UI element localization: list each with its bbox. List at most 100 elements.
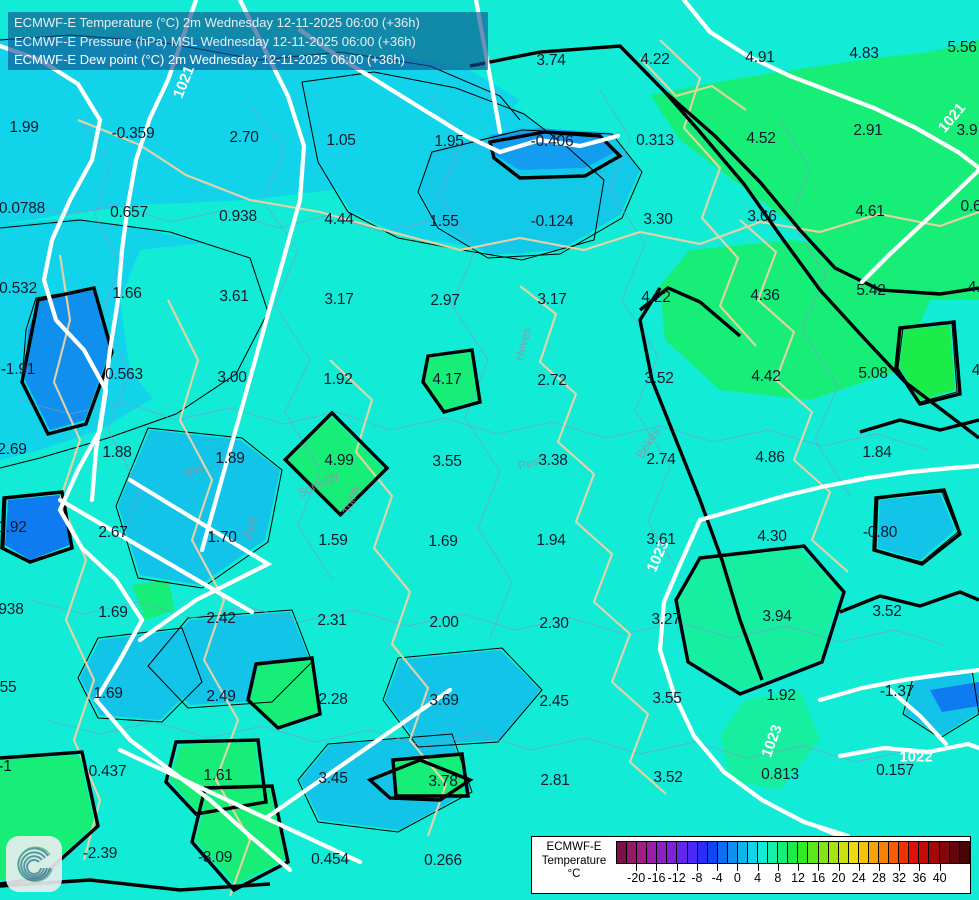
temperature-value-label: 4.83 (849, 45, 879, 62)
temperature-value-label: 3.17 (324, 291, 354, 308)
temperature-value-label: 1.69 (98, 604, 128, 621)
temperature-value-label: 3.27 (651, 611, 681, 628)
temperature-value-label: 1.66 (112, 285, 142, 302)
temperature-value-label: 3.52 (653, 769, 683, 786)
legend-tick (737, 864, 739, 871)
temperature-value-label: 4.61 (855, 203, 885, 220)
legend-swatch (717, 842, 728, 863)
temperature-value-label: 2.91 (853, 122, 883, 139)
legend-swatch (748, 842, 759, 863)
temperature-value-label: 2.67 (98, 524, 128, 541)
temperature-value-label: 2.81 (540, 772, 570, 789)
temperature-value-label: 2.72 (537, 372, 567, 389)
legend-color-swatches (616, 841, 970, 864)
temperature-value-label: 1.94 (536, 532, 566, 549)
legend-swatch (949, 842, 960, 863)
temperature-value-label: 3.00 (217, 369, 247, 386)
temperature-value-label: 3.55 (652, 690, 682, 707)
temperature-value-label: 0.313 (636, 132, 674, 149)
legend-swatch (727, 842, 738, 863)
legend-swatch (768, 842, 779, 863)
legend-swatch (657, 842, 668, 863)
temperature-value-label: 2.42 (206, 610, 236, 627)
temperature-value-label: 0.657 (110, 204, 148, 221)
temperature-value-label: 4.52 (746, 130, 776, 147)
legend-tick (636, 864, 638, 871)
title-line-temperature: ECMWF-E Temperature (°C) 2m Wednesday 12… (14, 15, 420, 30)
temperature-value-label: 1.84 (862, 444, 892, 461)
legend-swatch (798, 842, 809, 863)
legend-swatch (899, 842, 910, 863)
temperature-value-label: 3.94 (762, 608, 792, 625)
legend-tick-label: 4 (754, 871, 762, 885)
temperature-value-label: 4.30 (757, 528, 787, 545)
legend-tick (717, 864, 719, 871)
temperature-value-label: 5.08 (858, 365, 888, 382)
temperature-value-label: 3.61 (646, 531, 676, 548)
legend-tick (656, 864, 658, 871)
legend-tick-label: 36 (912, 871, 927, 885)
legend-swatch (737, 842, 749, 863)
temperature-value-label: 1.70 (207, 529, 237, 546)
temperature-value-label: 4 (971, 362, 979, 379)
temperature-value-label: 5.56 (947, 39, 977, 56)
temperature-value-label: 3.17 (537, 291, 567, 308)
temperature-value-label: 1.89 (215, 450, 245, 467)
legend-swatch (677, 842, 688, 863)
temperature-value-label: 2.49 (206, 688, 236, 705)
legend-tick-label: -20 (627, 871, 646, 885)
legend-swatch (919, 842, 930, 863)
legend-tick (858, 864, 860, 871)
temperature-value-label: -1.37 (879, 683, 915, 700)
temperature-value-label: 3.52 (644, 370, 674, 387)
temperature-value-label: 0.6 (960, 198, 979, 215)
legend-tick (919, 864, 921, 871)
temperature-value-label: 938 (0, 601, 24, 618)
temperature-value-label: 1.55 (429, 213, 459, 230)
legend-swatch (808, 842, 819, 863)
legend-swatch (828, 842, 839, 863)
legend-tick (899, 864, 901, 871)
legend-tick-label: 16 (811, 871, 826, 885)
legend-swatch (778, 842, 789, 863)
temperature-value-label: 4.22 (641, 289, 671, 306)
isobar-label: 1022 (899, 748, 933, 766)
legend-swatch (848, 842, 859, 863)
legend-swatch (889, 842, 900, 863)
legend-swatch (627, 842, 638, 863)
temperature-value-label: 1.92 (323, 371, 353, 388)
temperature-value-label: -0.437 (83, 763, 127, 780)
legend-tick-label: -12 (667, 871, 686, 885)
temperature-value-label: 3.74 (536, 52, 566, 69)
temperature-value-label: 4.86 (755, 449, 785, 466)
temperature-value-label: 2.74 (646, 451, 676, 468)
legend-swatch (838, 842, 849, 863)
temperature-value-label: -1.91 (0, 361, 36, 378)
temperature-value-label: 4.36 (750, 287, 780, 304)
title-line-dewpoint: ECMWF-E Dew point (°C) 2m Wednesday 12-1… (14, 52, 405, 67)
legend-tick-label: 20 (831, 871, 846, 885)
map-title-block: ECMWF-E Temperature (°C) 2m Wednesday 12… (8, 12, 488, 70)
legend-tick-label: 40 (932, 871, 947, 885)
legend-scale: -20 -16 -12 -8 -4 0 4 8 12 16 20 24 28 32 36 40 (616, 837, 970, 887)
legend-tick-marks (616, 864, 970, 871)
temperature-value-label: 3.55 (432, 453, 462, 470)
temperature-value-label: 0.938 (219, 208, 257, 225)
legend-swatch (637, 842, 648, 863)
legend-swatch (879, 842, 890, 863)
temperature-value-label: 3.69 (429, 692, 459, 709)
temperature-value-label: -0.124 (530, 213, 574, 230)
legend-tick-label: -8 (691, 871, 703, 885)
temperature-value-label: 55 (0, 679, 17, 696)
legend-caption-units: °C (567, 868, 581, 880)
temperature-value-label: 2.00 (429, 614, 459, 631)
temperature-value-label: -1 (0, 758, 12, 775)
legend-swatch (697, 842, 708, 863)
temperature-value-label: 3.78 (428, 773, 458, 790)
provider-logo (6, 836, 62, 892)
legend-tick (757, 864, 759, 871)
legend-caption: ECMWF-E Temperature °C (532, 837, 616, 882)
temperature-value-label: 3.30 (643, 211, 673, 228)
legend-tick (777, 864, 779, 871)
legend-swatch (687, 842, 698, 863)
